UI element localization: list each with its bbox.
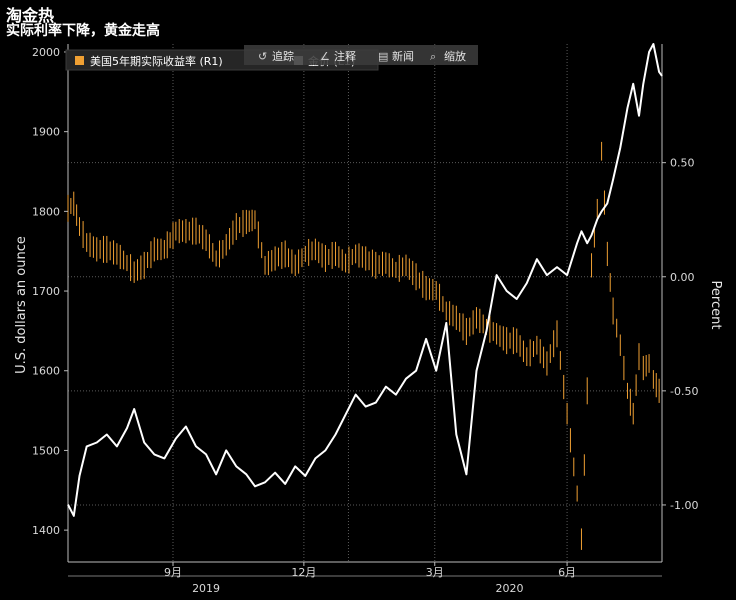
left-tick-label-1500: 1500 <box>32 444 60 457</box>
right-axis-label: Percent <box>708 281 723 330</box>
left-tick-label-1800: 1800 <box>32 205 60 218</box>
right-tick-label-3: -1.00 <box>670 499 698 512</box>
year-tick-label-1: 2020 <box>496 582 524 595</box>
news-icon[interactable]: ▤ <box>378 50 388 63</box>
toolbar-item-1[interactable]: 注释 <box>334 49 356 63</box>
tick-labels: 1400 1500 1600 1700 1800 1900 2000 0.50 0.00 -0.5… <box>32 46 698 595</box>
month-tick-label-0: 9月 <box>164 566 182 579</box>
chart-subtitle: 实际利率下降，黄金走高 <box>6 23 160 39</box>
legend-swatch-yield <box>75 56 84 65</box>
right-tick-label-1: 0.00 <box>670 271 695 284</box>
yield-series <box>67 141 660 550</box>
left-tick-label-1700: 1700 <box>32 285 60 298</box>
year-tick-label-0: 2019 <box>192 582 220 595</box>
legend-label-yield: 美国5年期实际收益率 (R1) <box>90 54 223 68</box>
toolbar-item-3[interactable]: 缩放 <box>444 49 466 63</box>
gold-series <box>67 43 663 517</box>
gold-line <box>67 43 663 517</box>
chart-title: 淘金热 <box>6 6 55 25</box>
toolbar-item-2[interactable]: 新闻 <box>392 49 414 63</box>
left-axis-label: U.S. dollars an ounce <box>14 236 29 374</box>
toolbar[interactable]: ↺ 追踪 ∠ 注释 ▤ 新闻 ⌕ 缩放 <box>244 45 478 65</box>
month-tick-label-1: 12月 <box>291 566 316 579</box>
zoom-icon[interactable]: ⌕ <box>430 50 436 63</box>
left-tick-label-1400: 1400 <box>32 524 60 537</box>
track-icon[interactable]: ↺ <box>258 50 267 63</box>
toolbar-item-0[interactable]: 追踪 <box>272 49 294 63</box>
grid <box>68 44 662 562</box>
toolbar-background[interactable] <box>244 45 478 65</box>
month-tick-label-2: 3月 <box>426 566 444 579</box>
left-tick-label-1900: 1900 <box>32 126 60 139</box>
month-tick-label-3: 6月 <box>558 566 576 579</box>
axis-labels: U.S. dollars an ounce Percent <box>14 236 723 374</box>
axes <box>67 44 663 577</box>
annotate-icon[interactable]: ∠ <box>320 50 330 63</box>
right-tick-label-0: 0.50 <box>670 157 695 170</box>
left-tick-label-2000: 2000 <box>32 46 60 59</box>
left-tick-label-1600: 1600 <box>32 365 60 378</box>
right-tick-label-2: -0.50 <box>670 385 698 398</box>
